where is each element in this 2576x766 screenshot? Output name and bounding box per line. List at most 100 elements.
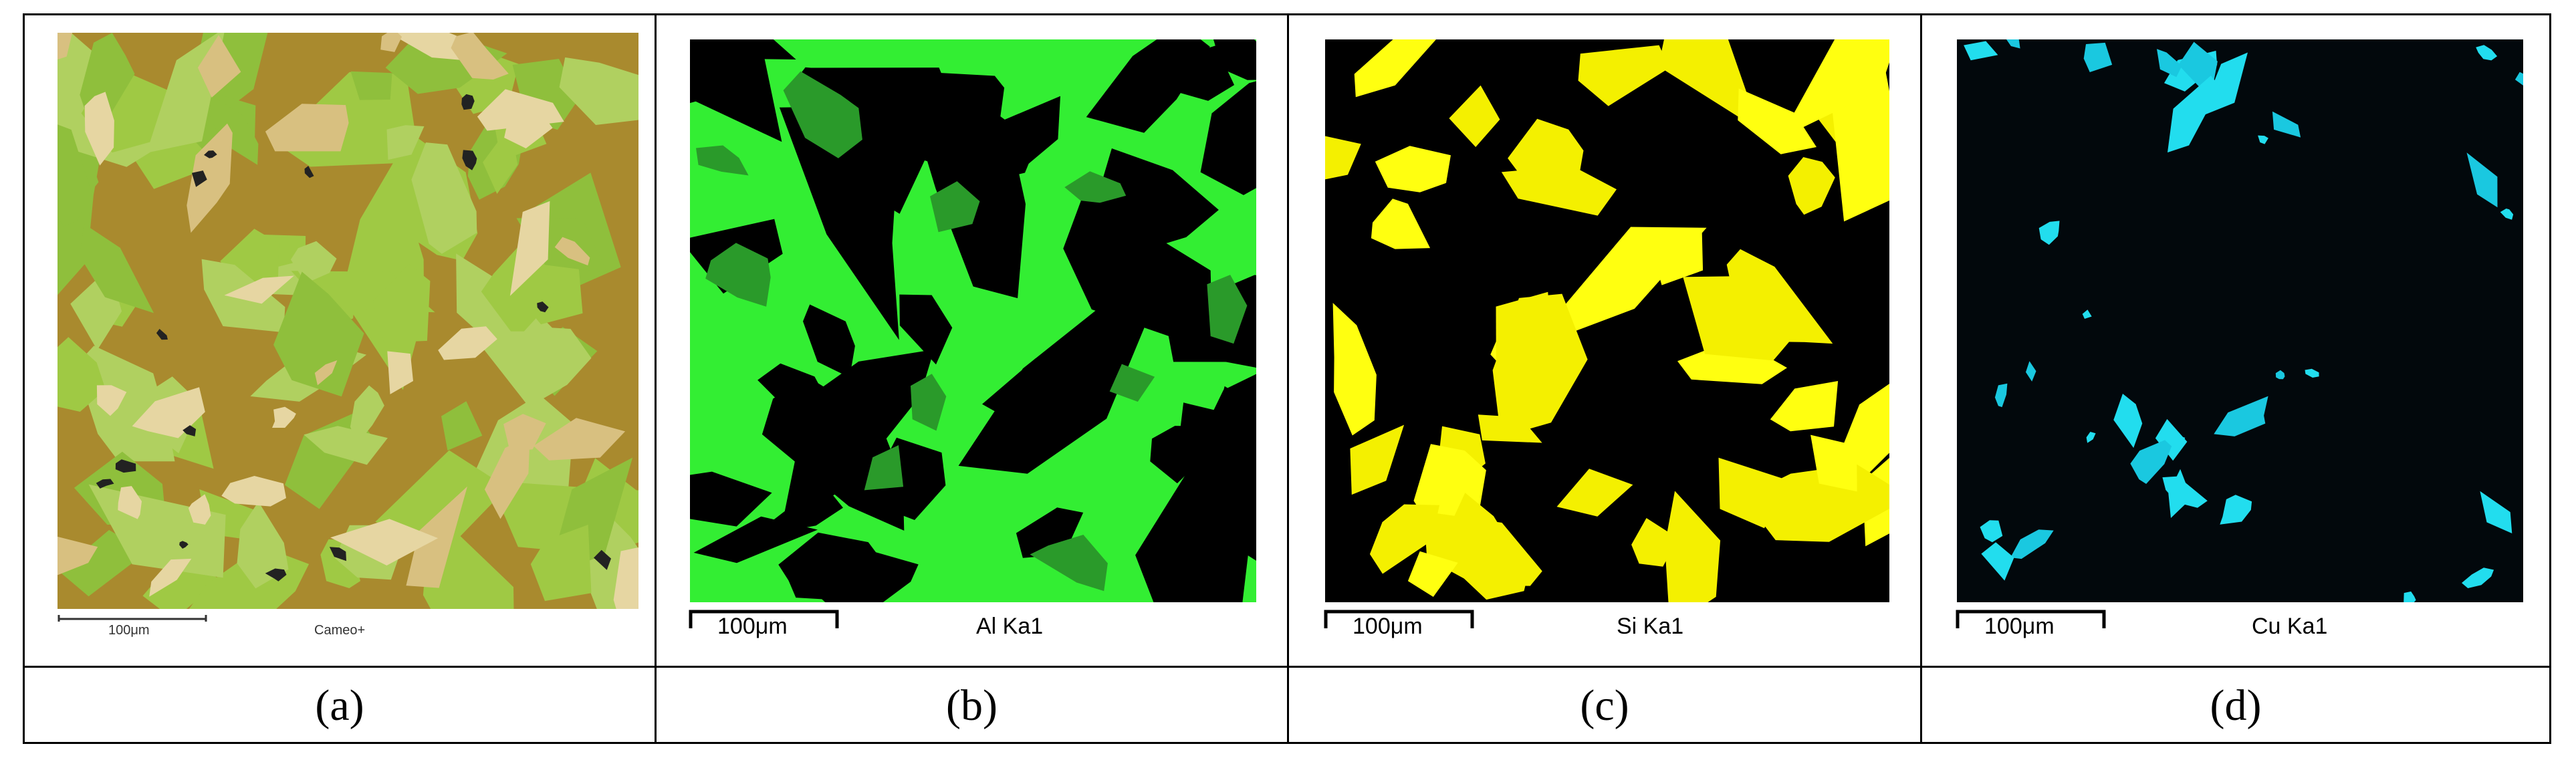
phase-region (477, 89, 564, 131)
phase-region (1213, 39, 1256, 80)
phase-region (1683, 276, 1808, 361)
phase-region (197, 35, 241, 98)
phase-region (2010, 529, 2054, 559)
phase-region (57, 337, 106, 412)
phase-region (57, 124, 92, 227)
phase-region (462, 150, 477, 170)
phase-region (803, 304, 855, 378)
phase-region (273, 271, 364, 397)
phase-region (503, 414, 546, 452)
phase-region (782, 349, 935, 526)
phase-region (1375, 146, 1451, 193)
phase-region (2113, 394, 2143, 449)
phase-region (1096, 148, 1219, 251)
phase-region (207, 96, 259, 165)
phase-region (1350, 424, 1405, 495)
panel-label: (b) (946, 681, 998, 730)
phase-region (191, 170, 207, 187)
phase-region (2305, 368, 2319, 378)
phase-region (2462, 567, 2494, 588)
caption: Cameo+ (314, 623, 366, 638)
cell-border (1287, 13, 1289, 744)
phase-region (783, 71, 862, 158)
caption: Si Ka1 (1617, 614, 1684, 639)
phase-region (1788, 157, 1835, 215)
phase-region (204, 150, 217, 158)
phase-region (132, 387, 205, 438)
phase-region (183, 425, 197, 436)
phase-region (1496, 291, 1550, 388)
phase-region (554, 237, 590, 266)
phase-region (179, 541, 189, 549)
phase-region (696, 145, 749, 176)
scale-bar-text: 100μm (108, 623, 150, 638)
phase-region (96, 479, 114, 489)
phase-region (1449, 85, 1500, 147)
phase-region (221, 476, 286, 507)
phase-region (2466, 152, 2498, 208)
phase-region (2214, 396, 2268, 436)
phase-region (509, 201, 550, 296)
scale-bar (1324, 610, 1474, 628)
phase-region (96, 385, 127, 416)
phase-region (272, 406, 296, 428)
phase-region (314, 360, 338, 386)
phase-region (350, 71, 392, 100)
phase-region (957, 96, 1060, 179)
phase-region (2157, 49, 2182, 78)
phase-region (2086, 432, 2096, 443)
phase-region (350, 385, 384, 444)
phase-region (224, 275, 294, 304)
phase-region (1980, 520, 2003, 543)
phase-region (57, 536, 98, 576)
phase-region (1780, 39, 1889, 139)
micrograph (57, 33, 638, 609)
phase-region (461, 94, 475, 110)
phase-region (2168, 76, 2220, 153)
phase-region (1665, 491, 1721, 602)
phase-region (2258, 135, 2268, 144)
phase-region (2168, 469, 2189, 518)
phase-region (1770, 381, 1839, 432)
phase-region (1030, 535, 1108, 592)
phase-region (594, 549, 611, 570)
phase-region (1658, 39, 1760, 130)
phase-region (2155, 418, 2188, 461)
phase-region (2272, 111, 2301, 138)
phase-region (237, 501, 289, 589)
phase-region (2500, 209, 2514, 220)
phase-region (265, 568, 287, 582)
panel-label: (c) (1580, 681, 1629, 730)
phase-region (304, 166, 314, 178)
phase-region (2480, 491, 2512, 533)
phase-region (330, 519, 439, 565)
phase-region (57, 33, 73, 59)
phase-region (779, 107, 899, 340)
cell-border (655, 13, 657, 744)
phase-region (265, 104, 349, 152)
eds-map (690, 39, 1256, 602)
phase-region (477, 326, 592, 407)
phase-region (903, 72, 1005, 156)
phase-region (2038, 221, 2060, 245)
phase-region (2083, 42, 2113, 72)
phase-region (559, 57, 638, 125)
phase-region (1109, 364, 1155, 402)
phase-region (386, 125, 425, 160)
phase-region (982, 339, 1128, 428)
phase-region (115, 459, 136, 473)
phase-region (304, 426, 388, 465)
phase-region (2082, 309, 2092, 319)
phase-region (1810, 434, 1857, 492)
scale-bar (689, 610, 839, 628)
phase-region (375, 450, 507, 547)
scale-bar (1956, 610, 2106, 628)
phase-region (930, 181, 980, 233)
phase-region (1578, 45, 1669, 106)
phase-region (1556, 469, 1633, 517)
phase-region (451, 33, 509, 80)
phase-region (1369, 504, 1439, 574)
phase-region (84, 92, 114, 166)
scale-bar-text: 100μm (1353, 614, 1423, 639)
